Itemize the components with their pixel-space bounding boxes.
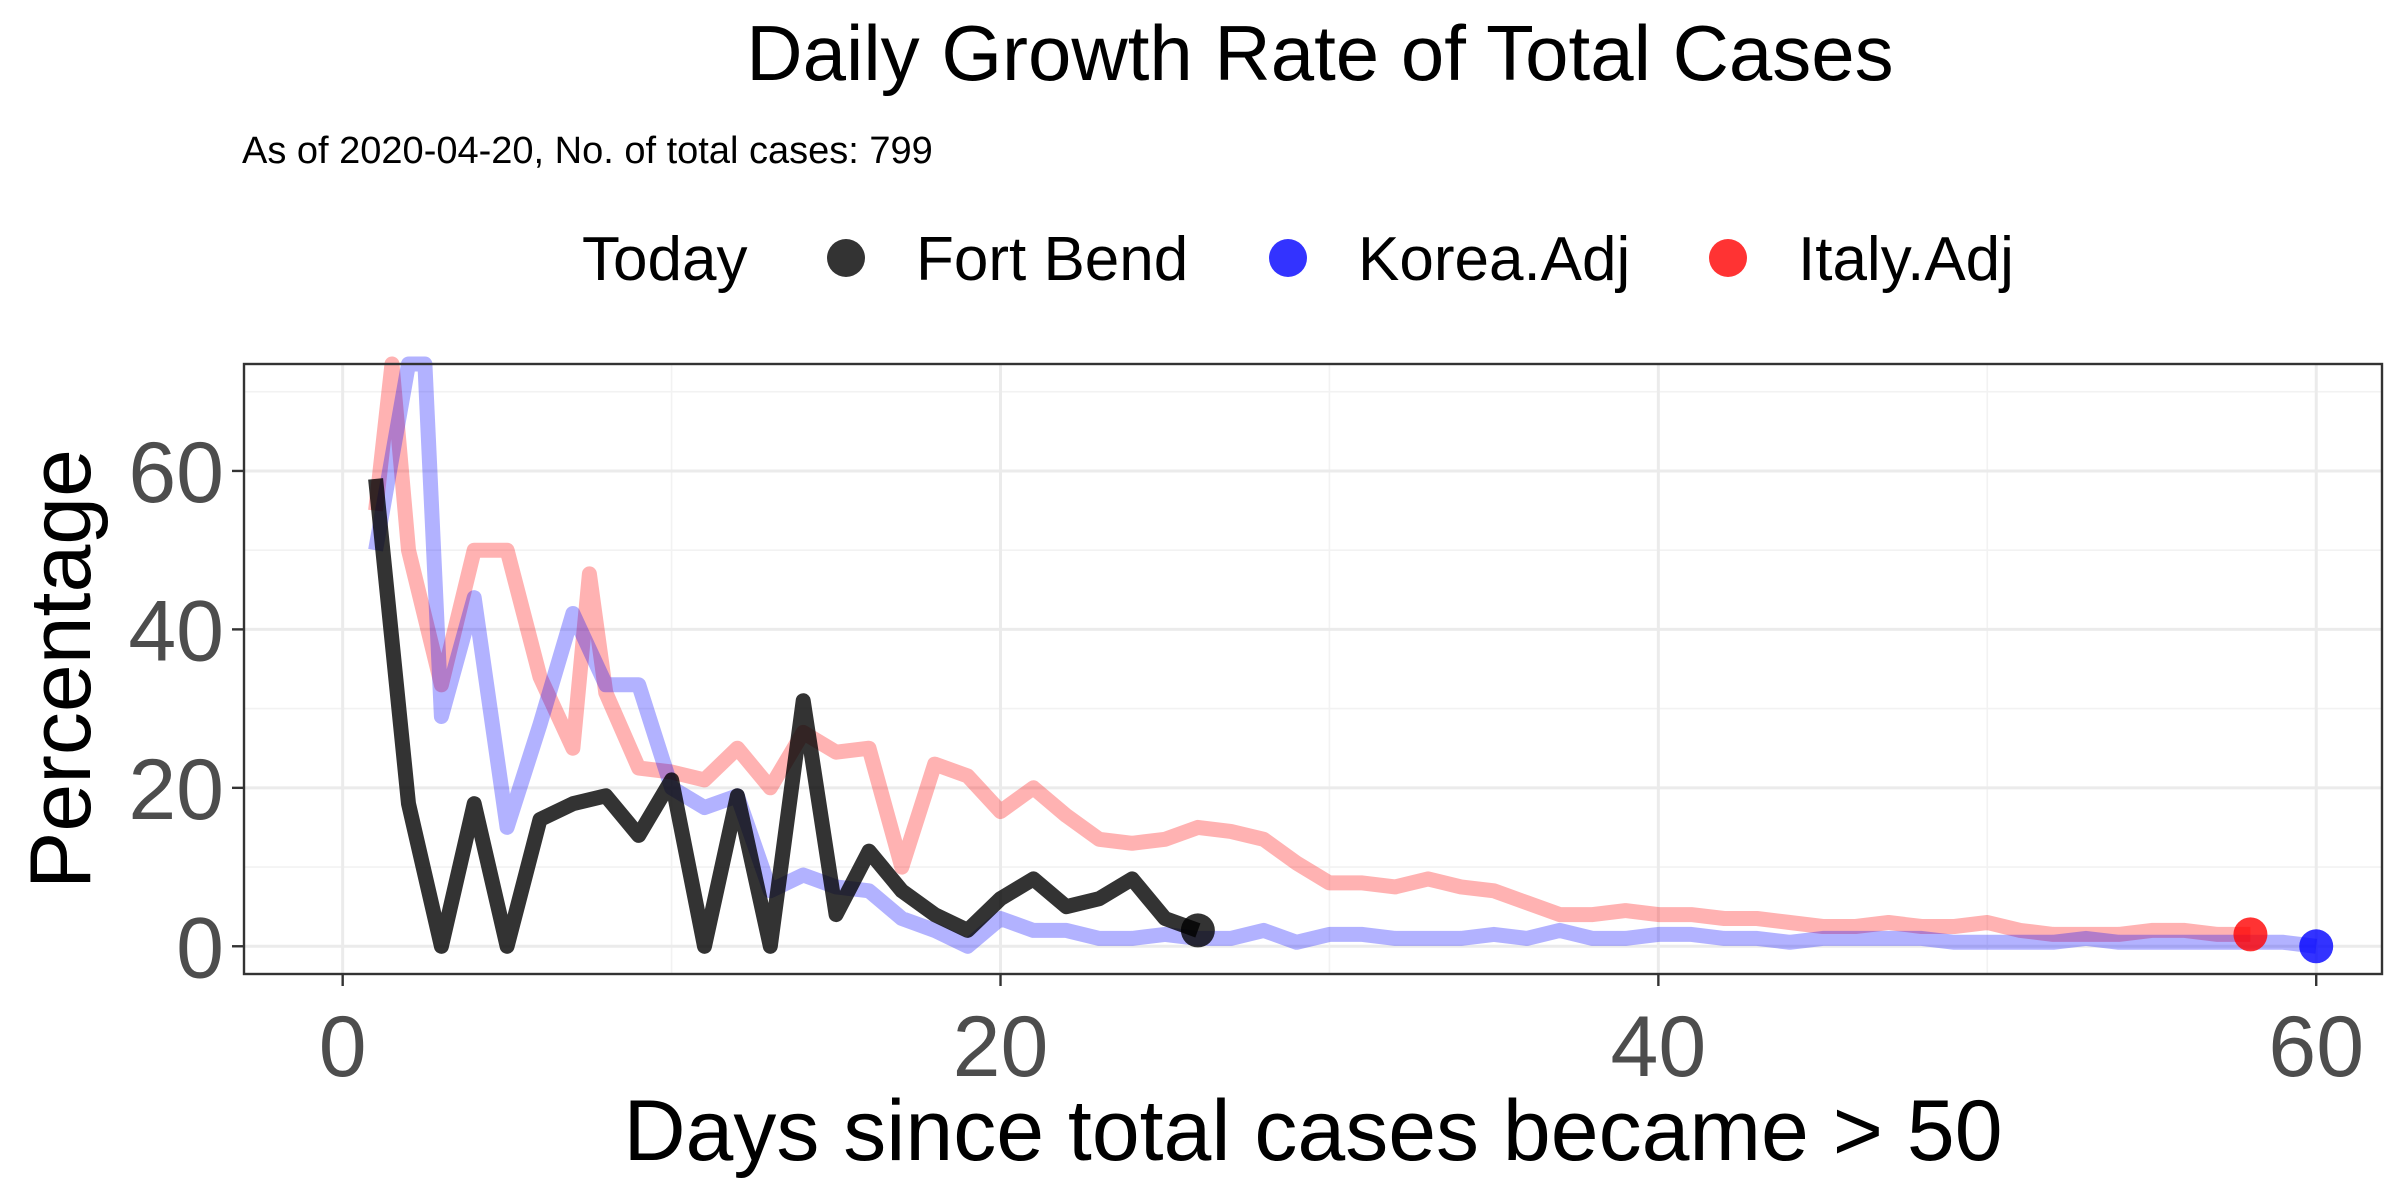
chart-subtitle: As of 2020-04-20, No. of total cases: 79… (242, 130, 933, 172)
y-tick-label: 60 (128, 425, 224, 521)
legend: Today Fort Bend Korea.Adj Italy.Adj (582, 225, 2014, 294)
legend-label-fort-bend: Fort Bend (916, 225, 1188, 294)
x-tick-label: 20 (953, 999, 1049, 1095)
legend-key-fort-bend (827, 239, 865, 277)
plot-grid (244, 364, 2382, 974)
y-tick-label: 20 (128, 742, 224, 838)
series-line-fort-bend (368, 478, 1201, 954)
legend-key-korea-adj (1269, 239, 1307, 277)
today-point-fort-bend (1180, 913, 1215, 948)
plot-panel-border (242, 362, 2384, 976)
legend-key-italy-adj (1709, 239, 1747, 277)
x-tick-label: 40 (1611, 999, 1707, 1095)
x-tick-label: 0 (319, 999, 367, 1095)
series-line-italy-adj (368, 356, 2251, 942)
legend-label-italy-adj: Italy.Adj (1798, 225, 2014, 294)
x-axis-label: Days since total cases became > 50 (623, 1083, 2002, 1179)
chart-title: Daily Growth Rate of Total Cases (746, 9, 1893, 97)
y-axis-label: Percentage (13, 449, 109, 889)
legend-label-korea-adj: Korea.Adj (1358, 225, 1630, 294)
plot-series (368, 356, 2318, 954)
today-point-korea-adj (2299, 929, 2334, 964)
y-tick-label: 0 (176, 900, 224, 996)
legend-title: Today (582, 225, 747, 294)
today-point-italy-adj (2233, 917, 2268, 952)
x-tick-label: 60 (2268, 999, 2364, 1095)
axis-ticks: 0 20 40 60 0 20 40 60 (128, 425, 2364, 1095)
plot-panel (244, 364, 2382, 974)
today-points (1180, 913, 2334, 964)
y-tick-label: 40 (128, 583, 224, 679)
